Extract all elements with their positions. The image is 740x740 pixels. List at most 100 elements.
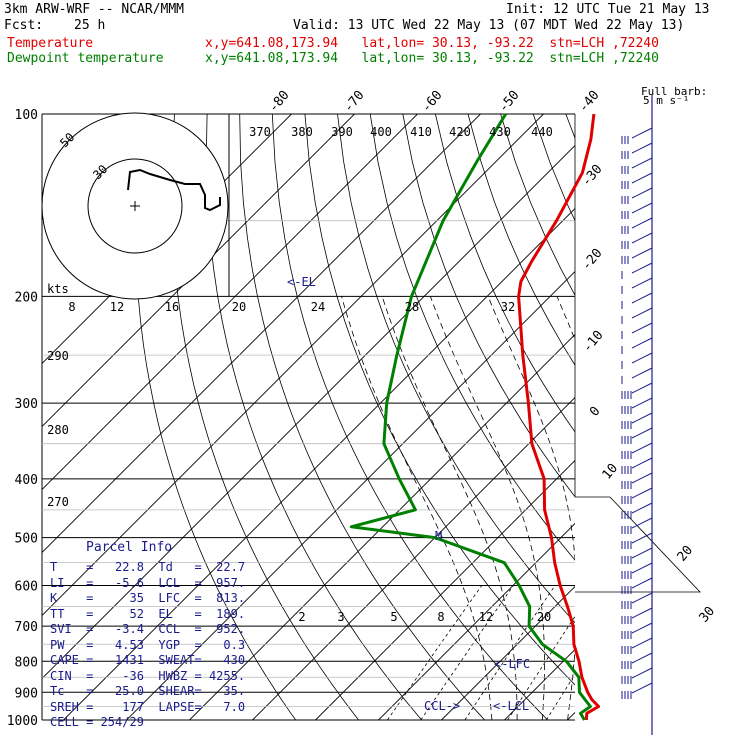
wind-barb (631, 322, 653, 334)
speed-label: 32 (501, 300, 515, 314)
parcel-key: K = 35 (50, 591, 144, 605)
pressure-label: 700 (15, 620, 38, 635)
dry-adiabat-line (239, 114, 485, 720)
valid-time: Valid: 13 UTC Wed 22 May 13 (07 MDT Wed … (293, 18, 685, 33)
isotherm-right-label: 20 (675, 543, 697, 565)
isotherm-line (42, 144, 575, 680)
isotherm-line (42, 114, 544, 617)
level-marker: <-LCL (493, 699, 529, 713)
parcel-value: LCL = 957. (143, 575, 246, 590)
forecast-hour: 25 h (74, 18, 106, 33)
isotherm-line (126, 270, 575, 720)
mixing-ratio-label: 3 (337, 610, 344, 624)
parcel-info-row: CIN = -36 HWBZ = 4255. (50, 669, 245, 685)
wind-barb (631, 232, 653, 244)
parcel-key: CELL = 254/29 (50, 715, 144, 729)
wind-barb (631, 577, 653, 589)
parcel-value: CCL = 952. (143, 622, 246, 636)
parcel-info-row: TT = 52 EL = 189. (50, 607, 245, 623)
dry-adiabat-line (729, 114, 740, 720)
parcel-info-row: K = 35 LFC = 813. (50, 591, 245, 607)
wind-barb (631, 442, 653, 454)
moist-adiabat-line (487, 296, 575, 720)
theta-left-label: 270 (47, 495, 69, 509)
isotherm-right-label: -20 (579, 246, 606, 274)
dewpoint-legend: Dewpoint temperature (7, 51, 164, 66)
hodograph (41, 112, 230, 300)
temperature-line (517, 113, 601, 721)
data-series (349, 113, 601, 721)
parcel-key: LI = -5.6 (50, 575, 144, 590)
parcel-info-row: SREH = 177 LAPSE= 7.0 (50, 700, 245, 716)
wind-barb (631, 307, 653, 319)
moist-adiabat-line (556, 296, 575, 341)
forecast-label: Fcst: (4, 18, 44, 33)
dry-adiabat-line (369, 114, 575, 561)
dry-adiabat-line (565, 114, 575, 140)
parcel-info-row: T = 22.8 Td = 22.7 (50, 560, 245, 576)
wind-barb (631, 427, 653, 439)
mixing-ratio-label: 5 (390, 610, 397, 624)
parcel-info-row: PW = 4.53 YGP = 0.3 (50, 638, 245, 654)
wind-barb (631, 412, 653, 424)
init-time: Init: 12 UTC Tue 21 May 13 (506, 2, 710, 17)
parcel-value: Td = 22.7 (143, 560, 246, 574)
wind-barb (631, 562, 653, 574)
parcel-key: SVI = -3.4 (50, 622, 144, 636)
wind-barb (631, 262, 653, 274)
parcel-info-row: SVI = -3.4 CCL = 952. (50, 622, 245, 638)
theta-label: 390 (331, 125, 353, 139)
dry-adiabat-line (500, 114, 575, 297)
parcel-info-title: Parcel Info (86, 540, 173, 555)
level-marker: CCL-> (424, 699, 460, 713)
wind-barb (631, 292, 653, 304)
isotherm-line (567, 711, 575, 720)
parcel-key: CAPE = 1431 (50, 653, 144, 667)
wind-barb (631, 667, 653, 679)
wind-barb (631, 247, 653, 259)
dry-adiabat-line (435, 114, 575, 433)
speed-label: 12 (110, 300, 124, 314)
wind-barb (631, 142, 653, 154)
isotherm-right-label: 0 (587, 404, 604, 420)
isotherm-line (631, 114, 740, 720)
parcel-info-row: Tc = 25.0 SHEAR= 35. (50, 684, 245, 700)
wind-barb (631, 592, 653, 604)
speed-label: 28 (405, 300, 419, 314)
barb-key-units: 5 m s⁻¹ (643, 94, 689, 107)
hodograph-trace (127, 168, 221, 212)
dry-adiabat-line (664, 114, 740, 720)
isotherm-top-label: -60 (419, 88, 446, 116)
parcel-value: LFC = 813. (143, 591, 246, 605)
wind-barb (631, 277, 653, 289)
isotherm-line (694, 114, 740, 720)
parcel-info-row: CAPE = 1431 SWEAT= 430 (50, 653, 245, 669)
wind-barb (631, 457, 653, 469)
wind-barb (631, 172, 653, 184)
pressure-label: 900 (15, 686, 38, 701)
parcel-key: T = 22.8 (50, 560, 144, 574)
temperature-legend: Temperature (7, 36, 94, 51)
isotherm-right-label: 10 (600, 461, 622, 483)
temperature-location: x,y=641.08,173.94 lat,lon= 30.13, -93.22… (205, 36, 659, 51)
level-marker: <-LFC (494, 657, 530, 671)
mixing-ratio-line (597, 586, 679, 720)
mixing-ratio-label: 8 (437, 610, 444, 624)
pressure-label: 1000 (7, 714, 38, 729)
parcel-key: CIN = -36 (50, 668, 144, 683)
isotherm-line (441, 585, 575, 720)
wind-barb (631, 607, 653, 619)
pressure-label: 600 (15, 580, 38, 595)
dry-adiabat-line (598, 114, 740, 720)
wind-barb (631, 382, 653, 394)
wind-barb (631, 637, 653, 649)
theta-label: 380 (291, 125, 313, 139)
isotherm-line (504, 648, 575, 720)
speed-label: 8 (68, 300, 75, 314)
isotherm-line (42, 114, 355, 428)
wind-barb (631, 532, 653, 544)
dewpoint-location: x,y=641.08,173.94 lat,lon= 30.13, -93.22… (205, 51, 659, 66)
theta-left-label: 290 (47, 349, 69, 363)
parcel-key: SREH = 177 (50, 699, 144, 714)
